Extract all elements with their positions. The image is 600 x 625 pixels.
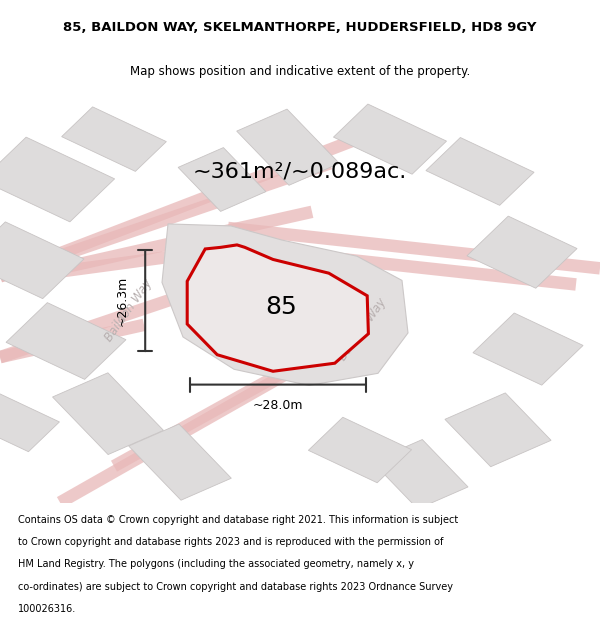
Text: Baildon Way: Baildon Way bbox=[337, 295, 389, 362]
Polygon shape bbox=[236, 109, 340, 185]
Polygon shape bbox=[6, 302, 126, 379]
Polygon shape bbox=[426, 138, 534, 206]
Text: HM Land Registry. The polygons (including the associated geometry, namely x, y: HM Land Registry. The polygons (includin… bbox=[18, 559, 414, 569]
Polygon shape bbox=[162, 224, 408, 386]
Text: Contains OS data © Crown copyright and database right 2021. This information is : Contains OS data © Crown copyright and d… bbox=[18, 515, 458, 525]
Polygon shape bbox=[128, 424, 232, 500]
Polygon shape bbox=[0, 137, 115, 222]
Polygon shape bbox=[0, 392, 59, 452]
Text: 85: 85 bbox=[265, 296, 296, 319]
Polygon shape bbox=[178, 148, 266, 211]
Polygon shape bbox=[0, 222, 84, 299]
Polygon shape bbox=[372, 439, 468, 509]
Polygon shape bbox=[187, 245, 368, 371]
Text: 85, BAILDON WAY, SKELMANTHORPE, HUDDERSFIELD, HD8 9GY: 85, BAILDON WAY, SKELMANTHORPE, HUDDERSF… bbox=[63, 21, 537, 34]
Text: ~361m²/~0.089ac.: ~361m²/~0.089ac. bbox=[193, 161, 407, 181]
Text: co-ordinates) are subject to Crown copyright and database rights 2023 Ordnance S: co-ordinates) are subject to Crown copyr… bbox=[18, 582, 453, 592]
Text: Baildon Way: Baildon Way bbox=[103, 277, 155, 344]
Polygon shape bbox=[308, 418, 412, 482]
Polygon shape bbox=[62, 107, 166, 171]
Polygon shape bbox=[467, 216, 577, 288]
Text: ~28.0m: ~28.0m bbox=[253, 399, 303, 412]
Text: Map shows position and indicative extent of the property.: Map shows position and indicative extent… bbox=[130, 64, 470, 78]
Polygon shape bbox=[473, 313, 583, 385]
Polygon shape bbox=[53, 372, 163, 454]
Text: 100026316.: 100026316. bbox=[18, 604, 76, 614]
Text: ~26.3m: ~26.3m bbox=[116, 276, 129, 326]
Text: to Crown copyright and database rights 2023 and is reproduced with the permissio: to Crown copyright and database rights 2… bbox=[18, 537, 443, 547]
Polygon shape bbox=[334, 104, 446, 174]
Polygon shape bbox=[445, 393, 551, 467]
